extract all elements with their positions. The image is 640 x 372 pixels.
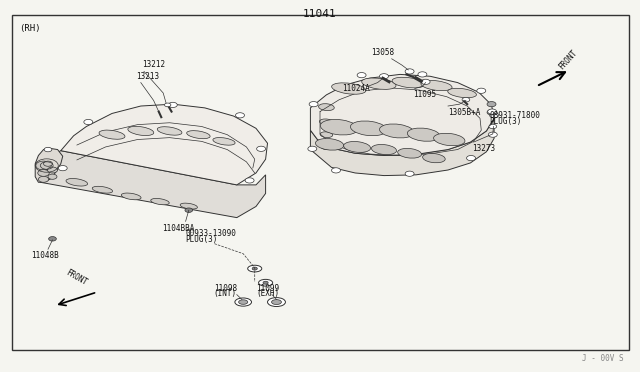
Polygon shape — [40, 151, 266, 218]
Ellipse shape — [316, 138, 344, 150]
Circle shape — [48, 174, 57, 179]
Circle shape — [462, 97, 470, 102]
Polygon shape — [310, 118, 494, 176]
Circle shape — [252, 267, 257, 270]
Ellipse shape — [213, 138, 235, 145]
Polygon shape — [35, 148, 63, 182]
Polygon shape — [310, 74, 494, 155]
Circle shape — [58, 166, 67, 171]
Circle shape — [490, 113, 499, 118]
Text: 11099: 11099 — [256, 284, 279, 293]
Text: (EXH): (EXH) — [256, 289, 279, 298]
Circle shape — [38, 176, 49, 182]
Text: 08931-71800: 08931-71800 — [490, 111, 540, 120]
Text: PLUG(3): PLUG(3) — [490, 117, 522, 126]
Ellipse shape — [371, 144, 397, 155]
Circle shape — [488, 109, 497, 114]
Ellipse shape — [151, 198, 169, 205]
Ellipse shape — [362, 78, 396, 89]
Ellipse shape — [187, 131, 210, 139]
Circle shape — [257, 146, 266, 151]
Circle shape — [332, 168, 340, 173]
Ellipse shape — [319, 119, 333, 125]
Circle shape — [477, 88, 486, 93]
Ellipse shape — [99, 130, 125, 139]
Text: 11095: 11095 — [413, 90, 436, 99]
Ellipse shape — [448, 88, 476, 98]
Circle shape — [164, 103, 171, 107]
Ellipse shape — [66, 179, 88, 186]
Ellipse shape — [157, 127, 182, 135]
Circle shape — [488, 132, 497, 137]
Ellipse shape — [422, 154, 445, 163]
Circle shape — [418, 72, 427, 77]
Text: 11048B: 11048B — [31, 251, 58, 260]
Polygon shape — [61, 104, 268, 185]
Text: FRONT: FRONT — [65, 268, 89, 287]
Ellipse shape — [319, 104, 334, 110]
Ellipse shape — [239, 300, 248, 304]
Ellipse shape — [351, 121, 387, 136]
Ellipse shape — [268, 298, 285, 307]
Ellipse shape — [248, 265, 262, 272]
Ellipse shape — [421, 80, 452, 91]
Text: 13212: 13212 — [142, 60, 165, 69]
Circle shape — [47, 167, 58, 173]
Text: 00933-13090: 00933-13090 — [186, 229, 236, 238]
Circle shape — [44, 147, 52, 152]
Text: 11024A: 11024A — [342, 84, 370, 93]
Text: 11041: 11041 — [303, 9, 337, 19]
Ellipse shape — [259, 279, 273, 286]
Circle shape — [380, 74, 388, 79]
Text: 13058: 13058 — [371, 48, 394, 57]
Text: FRONT: FRONT — [557, 48, 579, 71]
Text: (INT): (INT) — [214, 289, 237, 298]
Text: PLUG(3): PLUG(3) — [186, 235, 218, 244]
Circle shape — [357, 73, 366, 78]
Text: (RH): (RH) — [19, 24, 41, 33]
Ellipse shape — [92, 186, 113, 193]
Ellipse shape — [128, 126, 154, 135]
Ellipse shape — [235, 298, 252, 306]
Text: 11098: 11098 — [214, 284, 237, 293]
Ellipse shape — [321, 144, 332, 150]
Ellipse shape — [380, 124, 414, 138]
Circle shape — [84, 119, 93, 125]
Ellipse shape — [344, 141, 371, 153]
Ellipse shape — [320, 132, 333, 138]
Ellipse shape — [392, 77, 424, 88]
Circle shape — [263, 281, 268, 284]
Circle shape — [49, 237, 56, 241]
Ellipse shape — [397, 148, 422, 158]
Ellipse shape — [180, 203, 197, 209]
Circle shape — [405, 69, 414, 74]
Ellipse shape — [332, 83, 366, 94]
Circle shape — [38, 170, 49, 176]
Circle shape — [487, 102, 496, 107]
Circle shape — [36, 161, 51, 170]
Circle shape — [44, 161, 52, 166]
Circle shape — [236, 113, 244, 118]
Ellipse shape — [433, 133, 465, 146]
Circle shape — [467, 155, 476, 161]
Text: J - 00V S: J - 00V S — [582, 354, 624, 363]
Circle shape — [185, 208, 193, 212]
Text: 1305B+A: 1305B+A — [448, 108, 481, 117]
Ellipse shape — [408, 128, 440, 141]
Circle shape — [421, 79, 430, 84]
Circle shape — [245, 178, 254, 183]
Circle shape — [405, 171, 414, 176]
Circle shape — [309, 102, 318, 107]
Text: 1104BBA: 1104BBA — [162, 224, 194, 233]
Circle shape — [489, 124, 497, 129]
Circle shape — [487, 110, 496, 115]
Ellipse shape — [271, 299, 282, 305]
Circle shape — [168, 102, 177, 108]
Ellipse shape — [122, 193, 141, 200]
Ellipse shape — [321, 119, 358, 135]
Circle shape — [308, 146, 317, 151]
Text: 13213: 13213 — [136, 72, 159, 81]
Text: 13273: 13273 — [472, 144, 495, 153]
